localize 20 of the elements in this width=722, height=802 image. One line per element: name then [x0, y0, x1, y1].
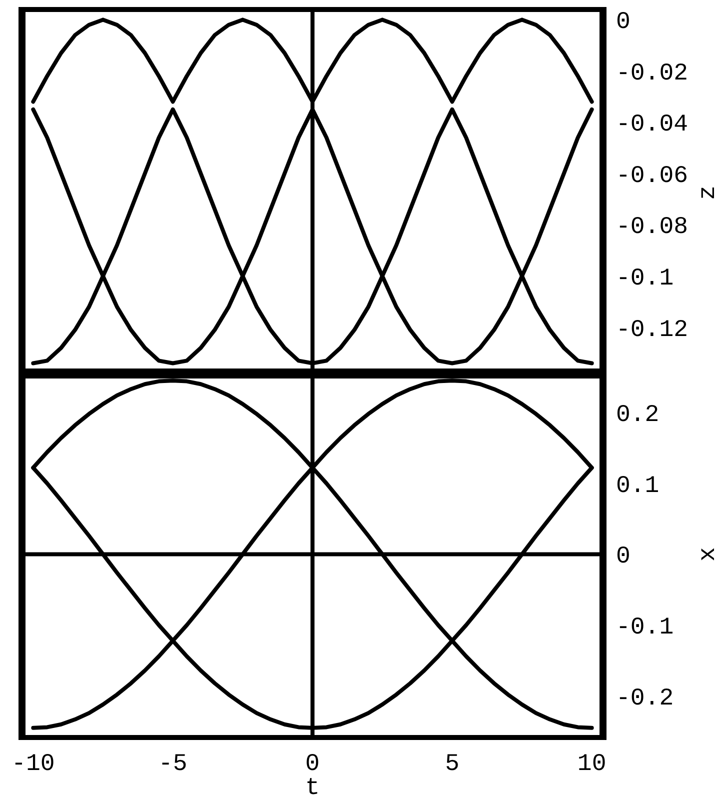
y-tick-label: -0.2	[616, 685, 674, 712]
y-tick-label: 0	[616, 9, 630, 36]
x-tick-label: 0	[305, 750, 320, 778]
y-tick-label: 0.2	[616, 402, 660, 429]
y-tick-label: -0.04	[616, 112, 688, 139]
y-tick-label: -0.12	[616, 316, 688, 344]
y-axis-title: z	[695, 186, 722, 200]
y-axis-title: x	[695, 547, 722, 562]
y-tick-label: 0.1	[616, 472, 660, 500]
y-tick-label: -0.08	[616, 214, 688, 242]
y-tick-label: -0.06	[616, 162, 688, 190]
x-tick-label: 10	[577, 750, 606, 778]
x-axis-title: t	[305, 775, 320, 802]
x-tick-label: 5	[444, 750, 460, 778]
y-tick-label: -0.1	[616, 265, 674, 292]
y-tick-label: -0.1	[616, 614, 674, 642]
y-tick-label: 0	[616, 544, 630, 571]
x-tick-label: -5	[158, 750, 188, 778]
y-tick-label: -0.02	[616, 60, 688, 88]
x-tick-label: -10	[12, 750, 55, 778]
